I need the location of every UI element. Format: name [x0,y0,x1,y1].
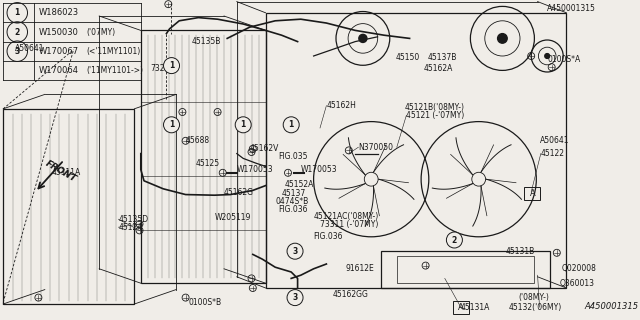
Text: W170064: W170064 [38,66,79,75]
Text: FRONT: FRONT [44,159,78,184]
Text: A50641: A50641 [15,44,44,53]
Text: 45152A: 45152A [285,180,314,188]
Text: 1: 1 [169,120,174,129]
Text: 45135D: 45135D [118,215,148,224]
Text: 45111A: 45111A [51,168,81,177]
Text: 1: 1 [169,61,174,70]
Text: Q360013: Q360013 [560,279,595,288]
Text: A: A [458,303,463,312]
Text: 45124: 45124 [118,223,143,232]
Circle shape [472,172,486,186]
Text: W170053: W170053 [301,165,337,174]
Text: 1: 1 [241,120,246,129]
Text: 2: 2 [15,28,20,36]
Text: 45162H: 45162H [326,101,356,110]
Text: A50641: A50641 [540,136,569,145]
Text: W170067: W170067 [38,47,79,56]
Text: 45121 (-'07MY): 45121 (-'07MY) [406,111,465,120]
Bar [453,301,468,314]
Circle shape [236,117,252,133]
Text: 91612E: 91612E [346,264,374,273]
Text: 45162A: 45162A [424,64,453,73]
Text: 45150: 45150 [396,53,420,62]
Text: 0100S*B: 0100S*B [189,298,222,307]
Text: W150030: W150030 [38,28,78,36]
Text: 45122: 45122 [541,149,564,158]
Text: N370050: N370050 [358,143,394,152]
Bar [397,256,534,283]
Circle shape [545,54,550,59]
Bar [381,251,550,288]
Text: 3: 3 [292,247,298,256]
Circle shape [164,117,179,133]
Text: 45137B: 45137B [428,53,457,62]
Text: 45162V: 45162V [250,144,279,153]
Text: 45688: 45688 [186,136,210,145]
Text: ('08MY-): ('08MY-) [518,293,549,302]
Text: FIG.035: FIG.035 [278,152,308,161]
Text: 73311 (-'07MY): 73311 (-'07MY) [320,220,378,228]
Text: Q020008: Q020008 [561,264,596,273]
Text: W205119: W205119 [214,213,251,222]
Text: 3: 3 [292,293,298,302]
Text: 1: 1 [289,120,294,129]
Text: ('07MY): ('07MY) [86,28,116,36]
Circle shape [359,34,367,43]
Text: 45162G: 45162G [224,188,254,196]
Circle shape [287,243,303,259]
Text: 45121AC('08MY-): 45121AC('08MY-) [314,212,379,220]
Text: FIG.036: FIG.036 [314,232,343,241]
Bar [525,187,540,200]
Circle shape [364,172,378,186]
Text: 1: 1 [15,8,20,17]
Circle shape [498,34,508,43]
Text: 45137: 45137 [282,189,306,198]
Text: 45132('06MY): 45132('06MY) [509,303,562,312]
Text: ('11MY1101->): ('11MY1101->) [86,66,143,75]
Circle shape [164,58,179,74]
Text: A450001315: A450001315 [547,4,596,13]
Text: (<'11MY1101): (<'11MY1101) [86,47,141,56]
Text: 73210: 73210 [150,64,175,73]
Text: A450001315: A450001315 [584,302,638,311]
Text: 45121B('08MY-): 45121B('08MY-) [405,103,465,112]
Text: 45162GG: 45162GG [333,290,369,299]
Text: 45135B: 45135B [192,37,221,46]
Text: FIG.036: FIG.036 [278,205,308,214]
Circle shape [283,117,300,133]
Text: 3: 3 [15,47,20,56]
Text: W186023: W186023 [38,8,79,17]
Circle shape [287,290,303,306]
Text: 0474S*B: 0474S*B [275,197,308,206]
Text: 2: 2 [452,236,457,244]
Text: 45125: 45125 [195,159,220,168]
Text: 45131A: 45131A [461,303,490,312]
Circle shape [447,232,463,248]
Text: W170053: W170053 [237,165,273,174]
Text: 0100S*A: 0100S*A [547,55,580,64]
Text: A: A [530,189,535,198]
Text: 45131B: 45131B [506,247,535,256]
